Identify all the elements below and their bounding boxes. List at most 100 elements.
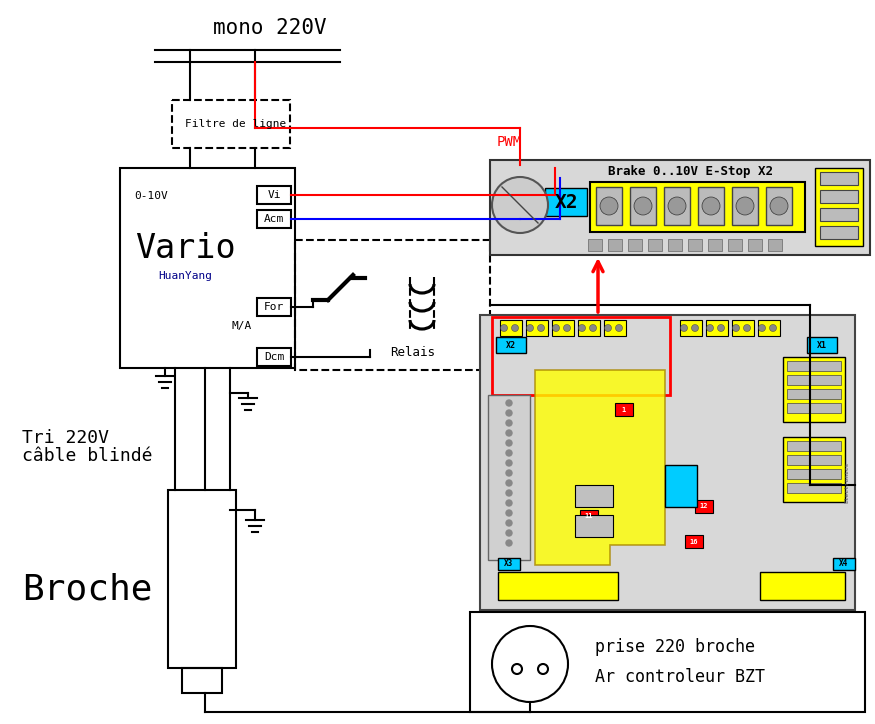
- Circle shape: [506, 510, 512, 516]
- Bar: [758, 320, 780, 336]
- Text: Ar controleur BZT: Ar controleur BZT: [595, 668, 765, 686]
- Bar: [787, 441, 841, 451]
- Text: X3: X3: [504, 560, 514, 568]
- Bar: [783, 437, 845, 502]
- Bar: [575, 485, 613, 507]
- Circle shape: [506, 450, 512, 456]
- Text: For: For: [264, 302, 284, 312]
- Bar: [820, 172, 858, 185]
- Text: Vi: Vi: [267, 190, 281, 200]
- Polygon shape: [535, 370, 665, 565]
- Bar: [596, 187, 622, 225]
- Bar: [680, 320, 702, 336]
- Text: prise 220 broche: prise 220 broche: [595, 638, 755, 656]
- Bar: [695, 500, 713, 513]
- Bar: [698, 187, 724, 225]
- Text: 16: 16: [690, 539, 698, 544]
- Bar: [760, 572, 845, 600]
- Bar: [480, 315, 855, 610]
- Bar: [615, 403, 633, 416]
- Bar: [783, 357, 845, 422]
- Text: 0-10V: 0-10V: [134, 191, 168, 201]
- Circle shape: [506, 490, 512, 496]
- Text: 1: 1: [622, 406, 626, 413]
- Bar: [490, 160, 870, 255]
- Circle shape: [732, 324, 739, 332]
- Circle shape: [590, 324, 597, 332]
- Bar: [766, 187, 792, 225]
- Bar: [787, 389, 841, 399]
- Circle shape: [706, 324, 713, 332]
- Bar: [787, 375, 841, 385]
- Circle shape: [506, 420, 512, 426]
- Text: Brake 0..10V E-Stop X2: Brake 0..10V E-Stop X2: [607, 166, 773, 179]
- Bar: [685, 535, 703, 548]
- Bar: [496, 337, 526, 353]
- Text: Tri 220V: Tri 220V: [22, 429, 109, 447]
- Bar: [665, 465, 697, 507]
- Bar: [728, 239, 742, 251]
- Circle shape: [736, 197, 754, 215]
- Circle shape: [506, 460, 512, 466]
- Bar: [768, 239, 782, 251]
- Bar: [168, 490, 236, 668]
- Bar: [708, 239, 722, 251]
- Circle shape: [702, 197, 720, 215]
- Text: 12: 12: [700, 503, 708, 510]
- Circle shape: [537, 324, 544, 332]
- Circle shape: [634, 197, 652, 215]
- Bar: [498, 558, 520, 570]
- Circle shape: [527, 324, 534, 332]
- Text: X2: X2: [554, 193, 578, 211]
- Circle shape: [506, 480, 512, 486]
- Circle shape: [506, 430, 512, 436]
- Circle shape: [759, 324, 766, 332]
- Circle shape: [500, 324, 507, 332]
- Circle shape: [506, 410, 512, 416]
- Circle shape: [744, 324, 751, 332]
- Text: Acm: Acm: [264, 214, 284, 224]
- Bar: [664, 187, 690, 225]
- Circle shape: [615, 324, 622, 332]
- Bar: [787, 469, 841, 479]
- Bar: [588, 239, 602, 251]
- Text: M/A: M/A: [232, 321, 252, 331]
- Text: HuanYang: HuanYang: [158, 271, 212, 281]
- Bar: [488, 395, 530, 560]
- Bar: [732, 187, 758, 225]
- Bar: [500, 320, 522, 336]
- Text: Electronics: Electronics: [844, 461, 850, 502]
- Text: X2: X2: [506, 340, 516, 350]
- Text: Vario: Vario: [135, 232, 235, 264]
- Circle shape: [506, 520, 512, 526]
- Circle shape: [718, 324, 724, 332]
- Circle shape: [578, 324, 585, 332]
- Bar: [257, 210, 291, 228]
- Circle shape: [506, 470, 512, 476]
- Bar: [526, 320, 548, 336]
- Circle shape: [681, 324, 688, 332]
- Circle shape: [564, 324, 570, 332]
- Bar: [545, 188, 587, 216]
- Bar: [182, 668, 222, 693]
- Bar: [748, 239, 762, 251]
- Circle shape: [770, 197, 788, 215]
- Bar: [630, 187, 656, 225]
- Bar: [787, 483, 841, 493]
- Bar: [120, 168, 295, 368]
- Bar: [787, 403, 841, 413]
- Bar: [604, 320, 626, 336]
- Bar: [498, 572, 618, 600]
- Bar: [833, 558, 855, 570]
- Bar: [578, 320, 600, 336]
- Bar: [787, 455, 841, 465]
- Circle shape: [668, 197, 686, 215]
- Bar: [820, 226, 858, 239]
- Text: 11: 11: [584, 513, 593, 520]
- Bar: [807, 337, 837, 353]
- Text: Filtre de ligne: Filtre de ligne: [186, 119, 287, 129]
- Bar: [787, 361, 841, 371]
- Text: Relais: Relais: [390, 345, 435, 358]
- Text: X1: X1: [817, 340, 827, 350]
- Circle shape: [605, 324, 612, 332]
